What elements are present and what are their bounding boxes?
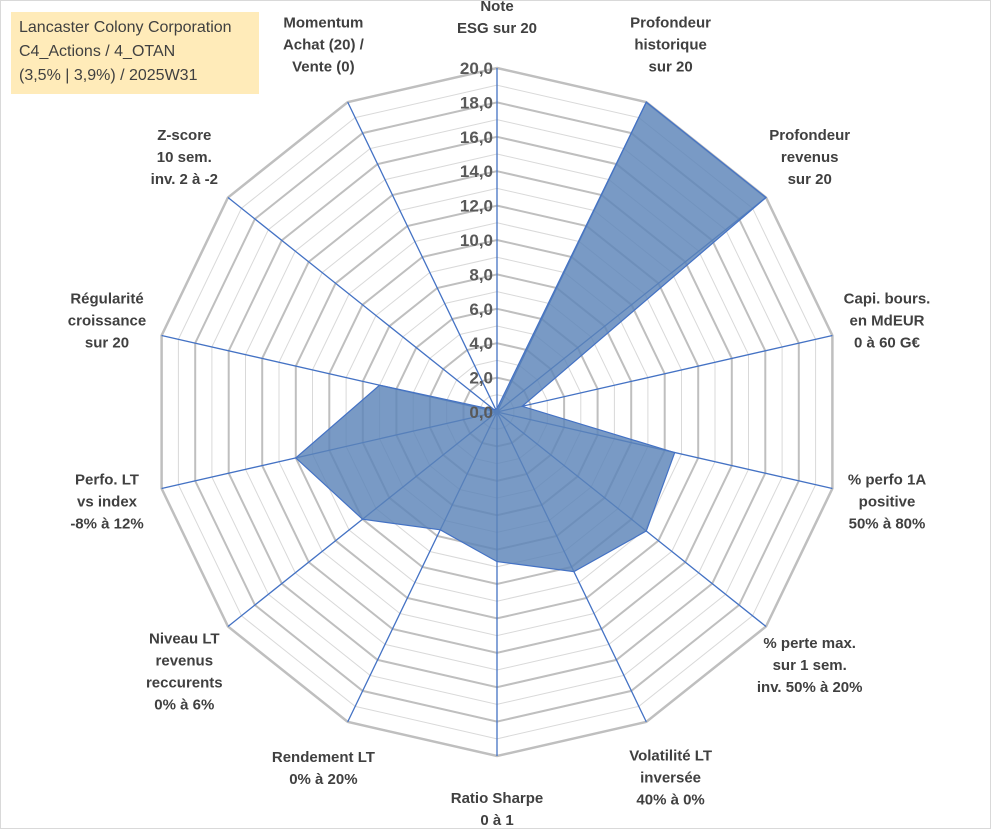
category-label: Niveau LT revenus reccurents 0% à 6% — [146, 631, 223, 714]
tick-label: 0,0 — [469, 403, 493, 422]
category-label: Note ESG sur 20 — [457, 1, 537, 37]
tick-label: 10,0 — [460, 231, 493, 250]
category-labels: Note ESG sur 20 Profondeur historique sur 20… — [68, 1, 931, 828]
radial-tick-labels: 0,0 2,0 4,0 6,0 8,0 10,0 12,0 14,0 16,0 18,0 20,0 — [460, 59, 493, 422]
category-label: % perte max. sur 1 sem. inv. 50% à 20% — [757, 635, 863, 696]
category-label: Profondeur historique sur 20 — [630, 14, 711, 75]
tick-label: 14,0 — [460, 162, 493, 181]
tick-label: 2,0 — [469, 369, 493, 388]
tick-label: 4,0 — [469, 334, 493, 353]
tick-label: 8,0 — [469, 265, 493, 284]
info-box: Lancaster Colony Corporation C4_Actions … — [11, 12, 259, 94]
category-label: % perfo 1A positive 50% à 80% — [848, 472, 927, 533]
tick-label: 6,0 — [469, 300, 493, 319]
category-label: Ratio Sharpe 0 à 1 — [451, 790, 544, 828]
category-label: Momentum Achat (20) / Vente (0) — [283, 14, 365, 75]
series-layer — [294, 101, 767, 573]
category-label: Capi. bours. en MdEUR 0 à 60 G€ — [844, 290, 931, 351]
portfolio-code: C4_Actions / 4_OTAN — [19, 43, 176, 60]
tick-label: 18,0 — [460, 93, 493, 112]
category-label: Rendement LT 0% à 20% — [272, 749, 375, 788]
category-label: Profondeur revenus sur 20 — [769, 127, 850, 188]
axis-spoke — [347, 101, 498, 413]
tick-label: 20,0 — [460, 59, 493, 78]
category-label: Z-score 10 sem. inv. 2 à -2 — [151, 127, 218, 188]
category-label: Volatilité LT inversée 40% à 0% — [629, 748, 712, 809]
tick-label: 12,0 — [460, 197, 493, 216]
company-name: Lancaster Colony Corporation — [19, 19, 232, 36]
axis-spoke — [496, 334, 833, 413]
category-label: Perfo. LT vs index -8% à 12% — [70, 472, 143, 533]
axis-spoke — [227, 196, 498, 413]
series-area — [294, 101, 767, 573]
category-label: Régularité croissance sur 20 — [68, 290, 146, 351]
weights-week: (3,5% | 3,9%) / 2025W31 — [19, 67, 198, 84]
tick-label: 16,0 — [460, 128, 493, 147]
